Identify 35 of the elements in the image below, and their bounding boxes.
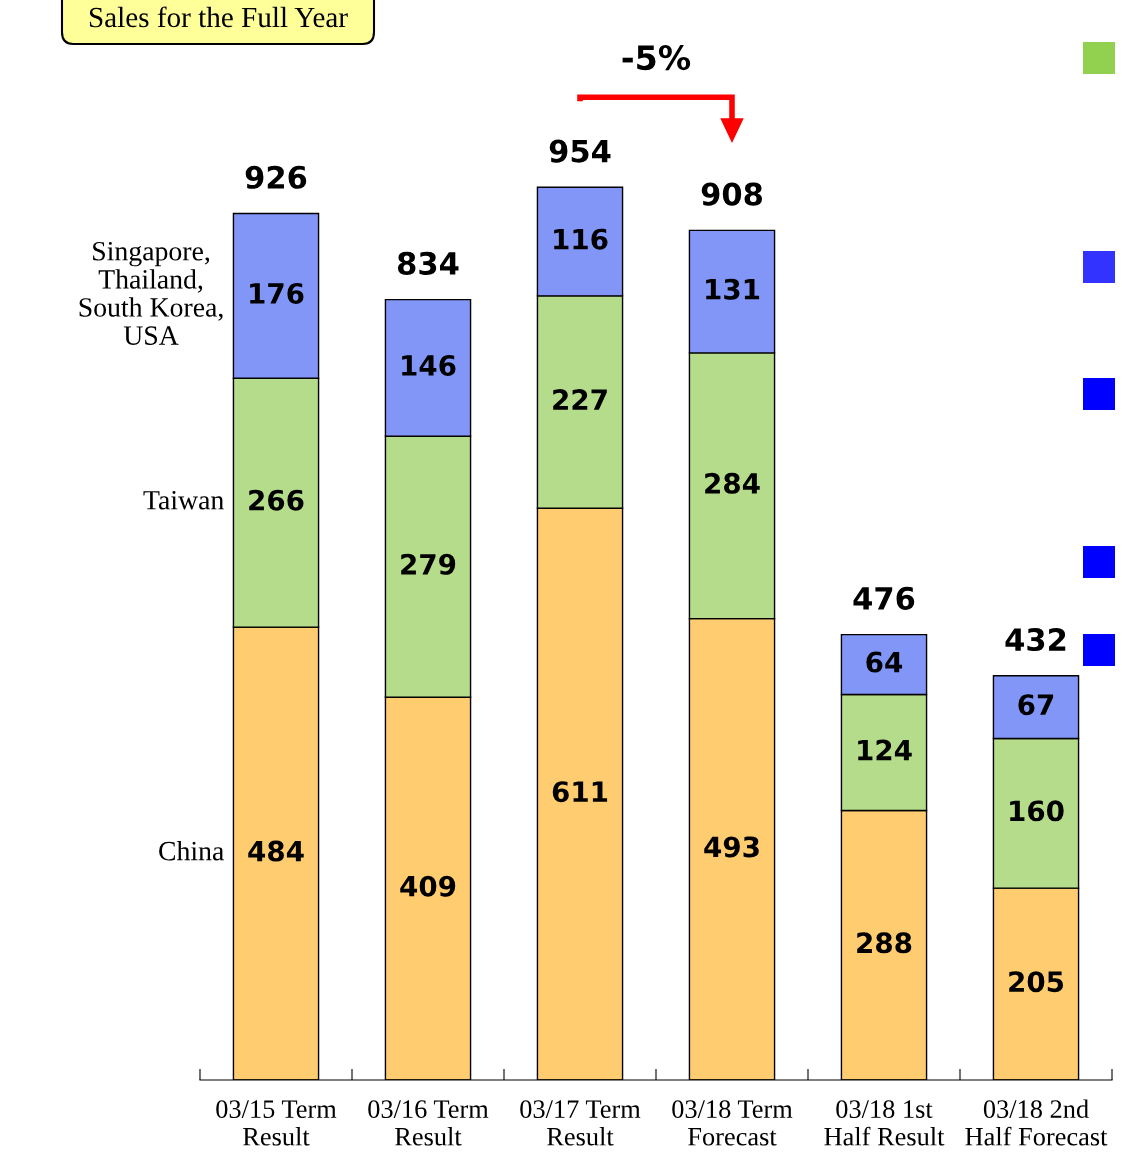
data-label: 279 bbox=[401, 553, 456, 575]
x-tick-label: 03/17 Term Result bbox=[520, 1100, 641, 1146]
x-tick-label: 03/18 2nd Half Forecast bbox=[965, 1099, 1108, 1146]
data-label: 64 bbox=[866, 651, 903, 673]
data-label: 266 bbox=[249, 489, 304, 511]
data-label: 205 bbox=[1009, 971, 1064, 993]
total-label: 908 bbox=[701, 182, 762, 206]
data-label: 288 bbox=[857, 932, 912, 954]
total-label: 432 bbox=[1005, 628, 1066, 652]
data-label: 611 bbox=[552, 781, 608, 803]
x-tick-label: 03/18 Term Forecast bbox=[672, 1100, 793, 1146]
total-label: 476 bbox=[853, 586, 915, 610]
data-label: 124 bbox=[858, 739, 912, 761]
data-label: 493 bbox=[704, 836, 759, 858]
data-label: 146 bbox=[402, 354, 456, 376]
x-tick-label: 03/15 Term Result bbox=[216, 1100, 337, 1146]
total-label: 954 bbox=[549, 139, 611, 163]
chart-title: Sales for the Full Year bbox=[89, 6, 348, 28]
data-label: 131 bbox=[706, 278, 760, 300]
x-tick-label: 03/16 Term Result bbox=[368, 1100, 489, 1146]
data-label: 284 bbox=[705, 472, 760, 494]
text: -5% bbox=[622, 44, 691, 71]
series-label: Singapore, Thailand, South Korea, USA bbox=[79, 241, 223, 345]
series-label: China bbox=[159, 840, 224, 861]
total-label: 834 bbox=[397, 251, 459, 275]
data-label: 160 bbox=[1010, 800, 1064, 822]
data-label: 409 bbox=[400, 875, 456, 897]
data-label: 176 bbox=[250, 282, 304, 304]
data-label: 116 bbox=[554, 228, 608, 250]
total-label: 926 bbox=[245, 165, 307, 189]
x-tick-label: 03/18 1st Half Result bbox=[824, 1100, 945, 1146]
data-label: 484 bbox=[248, 840, 304, 862]
series-label: Taiwan bbox=[143, 490, 224, 510]
data-label: 67 bbox=[1018, 694, 1054, 716]
data-label: 227 bbox=[553, 389, 607, 410]
